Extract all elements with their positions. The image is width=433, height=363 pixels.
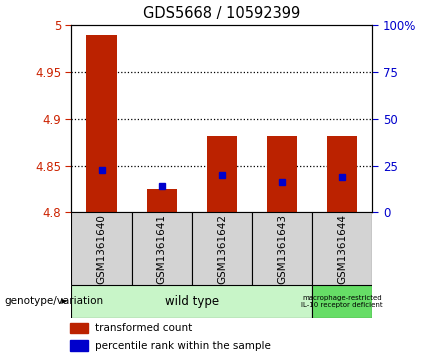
Bar (70, 323, 88, 333)
Text: GSM1361643: GSM1361643 (277, 214, 287, 284)
Bar (147, 189, 177, 212)
Bar (312, 212, 372, 285)
Text: percentile rank within the sample: percentile rank within the sample (94, 340, 271, 351)
Bar (327, 136, 357, 212)
Text: genotype/variation: genotype/variation (4, 296, 103, 306)
Bar (207, 136, 237, 212)
Text: GSM1361641: GSM1361641 (157, 214, 167, 284)
Text: macrophage-restricted
IL-10 receptor deficient: macrophage-restricted IL-10 receptor def… (301, 294, 383, 308)
Bar (71, 285, 312, 318)
Bar (312, 285, 372, 318)
Bar (267, 136, 297, 212)
Text: GSM1361640: GSM1361640 (97, 214, 107, 284)
Bar (87, 35, 116, 212)
Bar (70, 340, 88, 351)
Text: transformed count: transformed count (94, 323, 192, 333)
Bar (132, 212, 192, 285)
Bar (192, 212, 252, 285)
Text: GSM1361642: GSM1361642 (217, 214, 227, 284)
Text: GSM1361644: GSM1361644 (337, 214, 347, 284)
Bar (252, 212, 312, 285)
Text: wild type: wild type (165, 295, 219, 308)
Bar (71, 212, 132, 285)
Title: GDS5668 / 10592399: GDS5668 / 10592399 (143, 7, 301, 21)
